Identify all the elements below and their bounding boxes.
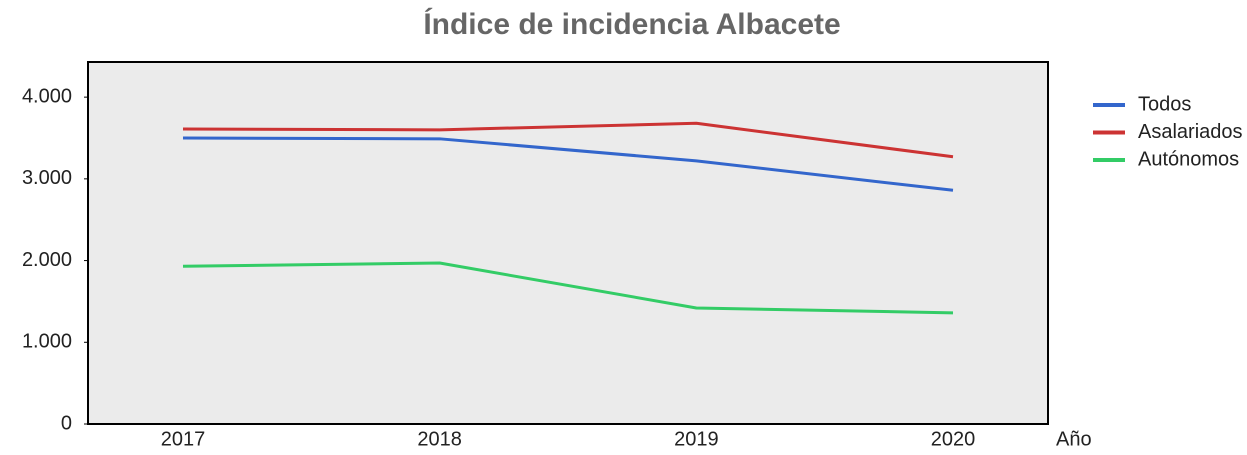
legend-label: Todos <box>1138 93 1191 115</box>
y-tick-label: 0 <box>61 412 72 434</box>
legend-label: Asalariados <box>1138 121 1243 143</box>
x-axis-label: Año <box>1056 428 1092 450</box>
plot-border <box>87 61 1049 425</box>
series-line <box>182 261 954 315</box>
y-tick-label: 4.000 <box>22 85 72 107</box>
series-line <box>182 121 954 159</box>
chart-title: Índice de incidencia Albacete <box>423 7 840 41</box>
y-tick-label: 2.000 <box>22 249 72 271</box>
x-tick-label: 2017 <box>161 428 206 450</box>
x-tick-label: 2018 <box>417 428 462 450</box>
series-line <box>182 136 954 192</box>
plot-area <box>88 62 1048 424</box>
x-tick-label: 2019 <box>674 428 719 450</box>
x-tick-label: 2020 <box>931 428 976 450</box>
y-tick-label: 3.000 <box>22 167 72 189</box>
y-tick-label: 1.000 <box>22 331 72 353</box>
legend-label: Autónomos <box>1138 148 1239 170</box>
